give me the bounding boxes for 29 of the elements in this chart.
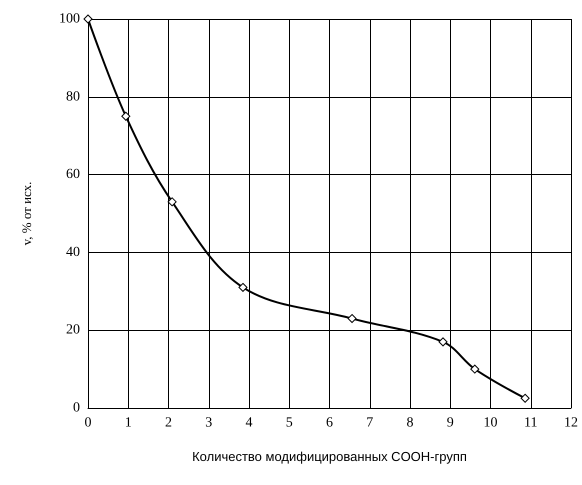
point (438, 337, 448, 346)
x-tick-label: 12 (564, 416, 578, 430)
x-tick-label: 3 (205, 416, 212, 430)
x-tick-label: 1 (124, 416, 132, 430)
x-tick-label: 10 (484, 416, 498, 430)
point (168, 197, 177, 206)
x-tick-label: 5 (286, 416, 293, 430)
x-tick-label: 2 (165, 416, 172, 430)
x-tick-label: 4 (246, 416, 252, 430)
x-tick-label: 7 (366, 416, 374, 430)
point (121, 112, 130, 121)
point (84, 14, 92, 24)
y-tick-label: 40 (66, 244, 80, 260)
x-tick-label: 11 (524, 416, 538, 430)
x-tick-label: 9 (446, 416, 454, 430)
x-tick-label: 0 (84, 416, 92, 430)
y-axis-title: v, % от исх. (19, 182, 34, 246)
x-tick-label: 8 (406, 416, 414, 430)
y-tick-label: 80 (66, 89, 80, 104)
y-tick-label: 100 (59, 12, 80, 26)
point (470, 364, 480, 374)
point (348, 314, 357, 324)
y-tick-label: 0 (73, 400, 80, 416)
y-tick-label: 60 (66, 167, 80, 182)
point (520, 394, 530, 403)
x-axis-title: Количество модифицированных COOH-групп (192, 449, 467, 464)
point (238, 282, 248, 292)
x-tick-label: 6 (326, 416, 333, 430)
y-tick-label: 20 (66, 322, 80, 338)
